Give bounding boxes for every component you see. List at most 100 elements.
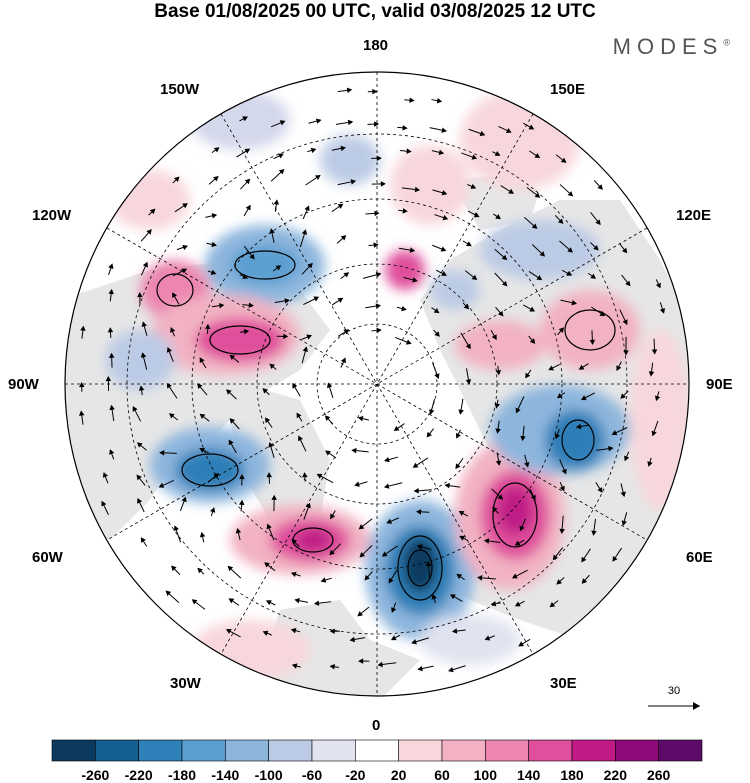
wind-arrowhead	[621, 520, 627, 526]
wind-arrowhead	[575, 423, 582, 430]
wind-arrowhead	[197, 567, 203, 574]
colorbar-swatch	[355, 739, 399, 762]
wind-arrowhead	[238, 499, 245, 506]
wind-arrowhead	[107, 327, 114, 333]
wind-arrowhead	[539, 251, 546, 257]
wind-arrowhead	[647, 461, 653, 467]
wind-arrowhead	[534, 192, 541, 198]
wind-arrowhead	[554, 433, 560, 440]
wind-arrowhead	[459, 535, 465, 541]
wind-arrowhead	[375, 272, 382, 278]
wind-arrowhead	[434, 373, 440, 379]
wind-arrowhead	[268, 441, 274, 448]
wind-arrowhead	[458, 409, 464, 415]
wind-arrowhead	[264, 417, 271, 424]
wind-arrowhead	[442, 215, 449, 221]
modes-logo: MODES®	[613, 34, 730, 60]
wind-arrowhead	[245, 204, 251, 211]
wind-arrowhead	[168, 413, 175, 419]
colorbar-tick-label: 60	[434, 767, 450, 783]
wind-arrowhead	[514, 540, 521, 546]
wind-arrowhead	[393, 425, 400, 432]
wind-arrowhead	[372, 88, 378, 95]
wind-arrowhead	[298, 435, 304, 442]
wind-arrowhead	[441, 271, 447, 276]
wind-arrowhead	[213, 147, 220, 153]
wind-arrowhead	[343, 329, 350, 335]
wind-arrowhead	[278, 168, 285, 175]
wind-arrowhead	[581, 578, 588, 584]
wind-arrowhead	[358, 524, 365, 530]
lon-label-0: 0	[372, 717, 381, 734]
wind-arrowhead	[359, 552, 366, 558]
wind-arrowhead	[346, 87, 353, 94]
wind-arrowhead	[524, 462, 530, 468]
wind-arrowhead	[204, 323, 211, 330]
wind-arrowhead	[590, 273, 597, 279]
colorbar-swatch	[225, 739, 269, 762]
wind-arrowhead	[495, 428, 501, 434]
wind-arrowhead	[314, 174, 321, 181]
colorbar-tick-label: -60	[301, 767, 323, 783]
wind-arrowhead	[386, 518, 393, 524]
wind-arrowhead	[109, 404, 115, 411]
wind-arrowhead	[358, 658, 364, 664]
wind-arrowhead	[520, 435, 526, 442]
wind-arrowhead	[102, 472, 109, 478]
reference-vector	[648, 702, 700, 710]
wind-arrowhead	[228, 598, 235, 604]
wind-arrowhead	[623, 350, 629, 356]
lon-label-60w: 60W	[32, 549, 63, 566]
wind-arrowhead	[269, 228, 275, 234]
wind-arrowhead	[315, 118, 322, 124]
wind-arrowhead	[438, 149, 445, 156]
wind-arrowhead	[210, 507, 216, 513]
wind-arrowhead	[291, 663, 298, 669]
wind-arrowhead	[78, 382, 85, 388]
wind-arrowhead	[434, 331, 440, 337]
wind-arrowhead	[306, 334, 313, 340]
wind-arrowhead	[479, 130, 486, 137]
lon-label-150w: 150W	[160, 81, 200, 98]
lon-label-90w: 90W	[8, 376, 39, 393]
wind-arrowhead	[225, 629, 232, 634]
wind-arrowhead	[137, 291, 143, 298]
map-border	[64, 71, 690, 697]
wind-arrowhead	[244, 178, 251, 185]
wind-arrowhead	[556, 393, 563, 399]
wind-arrowhead	[484, 635, 491, 641]
wind-arrowhead	[330, 513, 336, 520]
wind-arrowhead	[265, 600, 272, 606]
wind-arrowhead	[199, 413, 206, 419]
wind-arrowhead	[648, 371, 655, 377]
wind-arrowhead	[108, 288, 114, 295]
wind-arrowhead	[411, 639, 417, 645]
wind-arrowhead	[357, 415, 364, 422]
lon-label-150e: 150E	[550, 81, 586, 98]
wind-arrowhead	[301, 229, 308, 235]
wind-arrowhead	[262, 388, 269, 394]
wind-arrowhead	[242, 116, 248, 122]
colorbar-swatch	[311, 739, 356, 762]
wind-arrowhead	[380, 181, 386, 187]
wind-arrowhead	[199, 531, 206, 538]
wind-arrowhead	[429, 409, 435, 415]
wind-arrowhead	[557, 218, 564, 224]
wind-arrowhead	[616, 365, 622, 371]
wind-arrowhead	[228, 439, 234, 446]
wind-arrowhead	[329, 549, 335, 556]
wind-arrowhead	[271, 494, 277, 500]
wind-arrowhead	[456, 573, 463, 579]
colorbar-swatch	[181, 739, 226, 762]
wind-arrowhead	[581, 556, 587, 563]
lon-label-120e: 120E	[676, 207, 712, 224]
wind-arrowhead	[343, 272, 350, 278]
wind-arrowhead	[548, 365, 554, 371]
wind-arrowhead	[302, 472, 308, 478]
wind-arrowhead	[466, 241, 472, 247]
wind-arrowhead	[621, 247, 628, 254]
wind-arrowhead	[505, 127, 512, 133]
reference-vector-label: 30	[668, 685, 680, 697]
wind-arrowhead	[624, 455, 630, 462]
